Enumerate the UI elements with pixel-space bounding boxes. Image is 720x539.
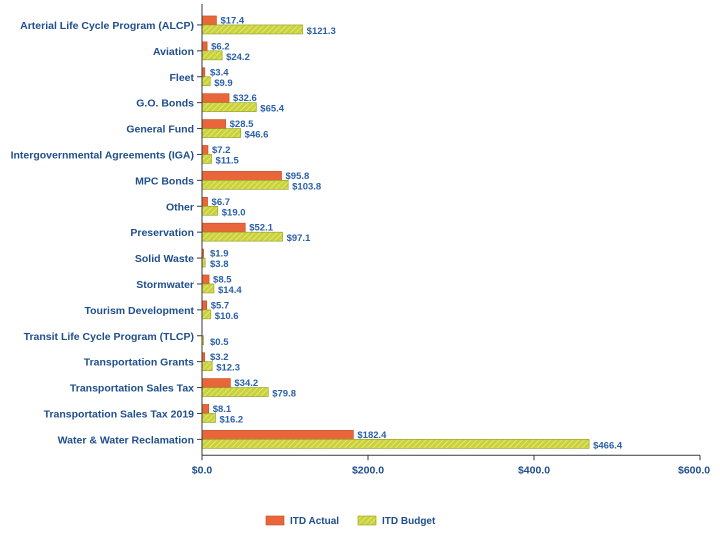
bar-itd-actual [201,378,231,388]
value-label-budget: $14.4 [218,285,242,296]
bar-itd-budget [201,180,289,190]
value-label-actual: $5.7 [211,300,230,311]
value-label-actual: $8.1 [213,404,232,415]
bar-itd-actual [201,300,208,311]
value-label-budget: $12.3 [216,363,240,374]
value-label-budget: $10.6 [215,311,239,322]
bar-itd-actual [201,222,246,233]
category-label: Transportation Sales Tax [70,383,194,395]
category-label: Preservation [130,227,194,239]
value-label-budget: $3.8 [210,259,229,270]
value-labels: $17.4 $121.3 $6.2$24.2 $3.4$9.9$32.6$65.4 $2… [210,15,623,451]
value-label-actual: $28.5 [230,119,254,130]
bar-itd-actual [201,430,354,440]
value-label-actual: $7.2 [212,145,231,156]
value-label-budget: $46.6 [245,130,269,141]
value-label-actual: $34.2 [234,378,258,389]
bar-itd-actual [201,145,209,155]
value-label-actual: $6.7 [212,197,231,208]
category-label: Water & Water Reclamation [58,434,194,446]
value-label-actual: $182.4 [357,430,387,441]
category-label: Solid Waste [135,253,194,265]
category-label: Aviation [153,46,194,58]
x-tick-label: $200.0 [352,464,384,476]
value-label-budget: $9.9 [214,78,233,89]
value-label-budget: $24.2 [226,52,250,63]
bar-itd-budget [201,76,211,87]
bar-itd-budget [201,439,590,449]
category-label: General Fund [126,124,194,136]
category-label: Arterial Life Cycle Program (ALCP) [20,20,194,32]
category-label: Transit Life Cycle Program (TLCP) [24,331,194,343]
bar-itd-actual [201,15,217,26]
value-label-actual: $3.4 [210,67,229,78]
x-tick-label: $600.0 [678,464,710,476]
bar-itd-actual [201,171,282,181]
category-label: Transportation Grants [84,357,194,369]
legend-swatch-itd-actual [265,515,285,526]
bar-itd-actual [201,404,210,414]
value-label-actual: $8.5 [213,274,232,285]
value-label-budget: $11.5 [216,155,240,166]
value-label-budget: $0.5 [210,337,229,348]
bar-itd-actual [201,119,226,129]
category-label: Transportation Sales Tax 2019 [44,408,195,420]
value-label-actual: $3.2 [210,352,229,363]
bars-group [201,15,590,449]
value-label-budget: $79.8 [272,389,296,400]
category-label: Intergovernmental Agreements (IGA) [11,149,194,161]
value-label-budget: $466.4 [593,440,623,451]
axes-group: $0.0 $200.0 $400.0 $600.0 [192,4,710,476]
value-label-budget: $65.4 [260,104,284,115]
category-label: G.O. Bonds [136,98,194,110]
value-label-budget: $19.0 [222,207,246,218]
bar-itd-budget [201,154,212,164]
x-tick-label: $0.0 [192,464,213,476]
value-label-budget: $121.3 [307,26,336,37]
category-label: Tourism Development [85,305,195,317]
legend-swatch-itd-budget [357,515,377,526]
bar-itd-actual [201,41,208,52]
bar-itd-budget [201,24,303,35]
bar-itd-actual [201,196,208,207]
legend-label: ITD Budget [382,516,436,527]
x-tick-label: $400.0 [518,464,550,476]
value-label-actual: $32.6 [233,93,257,104]
value-label-actual: $52.1 [249,223,273,234]
value-label-budget: $103.8 [292,181,321,192]
value-label-budget: $16.2 [219,414,243,425]
category-label: MPC Bonds [135,175,194,187]
bar-itd-actual [201,93,230,103]
legend: ITD Actual ITD Budget [265,515,436,527]
category-label: Stormwater [136,279,194,291]
value-label-actual: $95.8 [286,171,310,182]
value-label-actual: $1.9 [210,249,229,260]
category-label: Fleet [169,72,194,84]
legend-label: ITD Actual [290,516,339,527]
category-labels: Arterial Life Cycle Program (ALCP) Aviati… [11,20,195,446]
value-label-actual: $17.4 [220,15,244,26]
category-label: Other [166,201,194,213]
value-label-budget: $97.1 [287,233,311,244]
bar-itd-budget [201,309,212,320]
bar-itd-actual [201,274,210,285]
value-label-actual: $6.2 [211,41,230,52]
